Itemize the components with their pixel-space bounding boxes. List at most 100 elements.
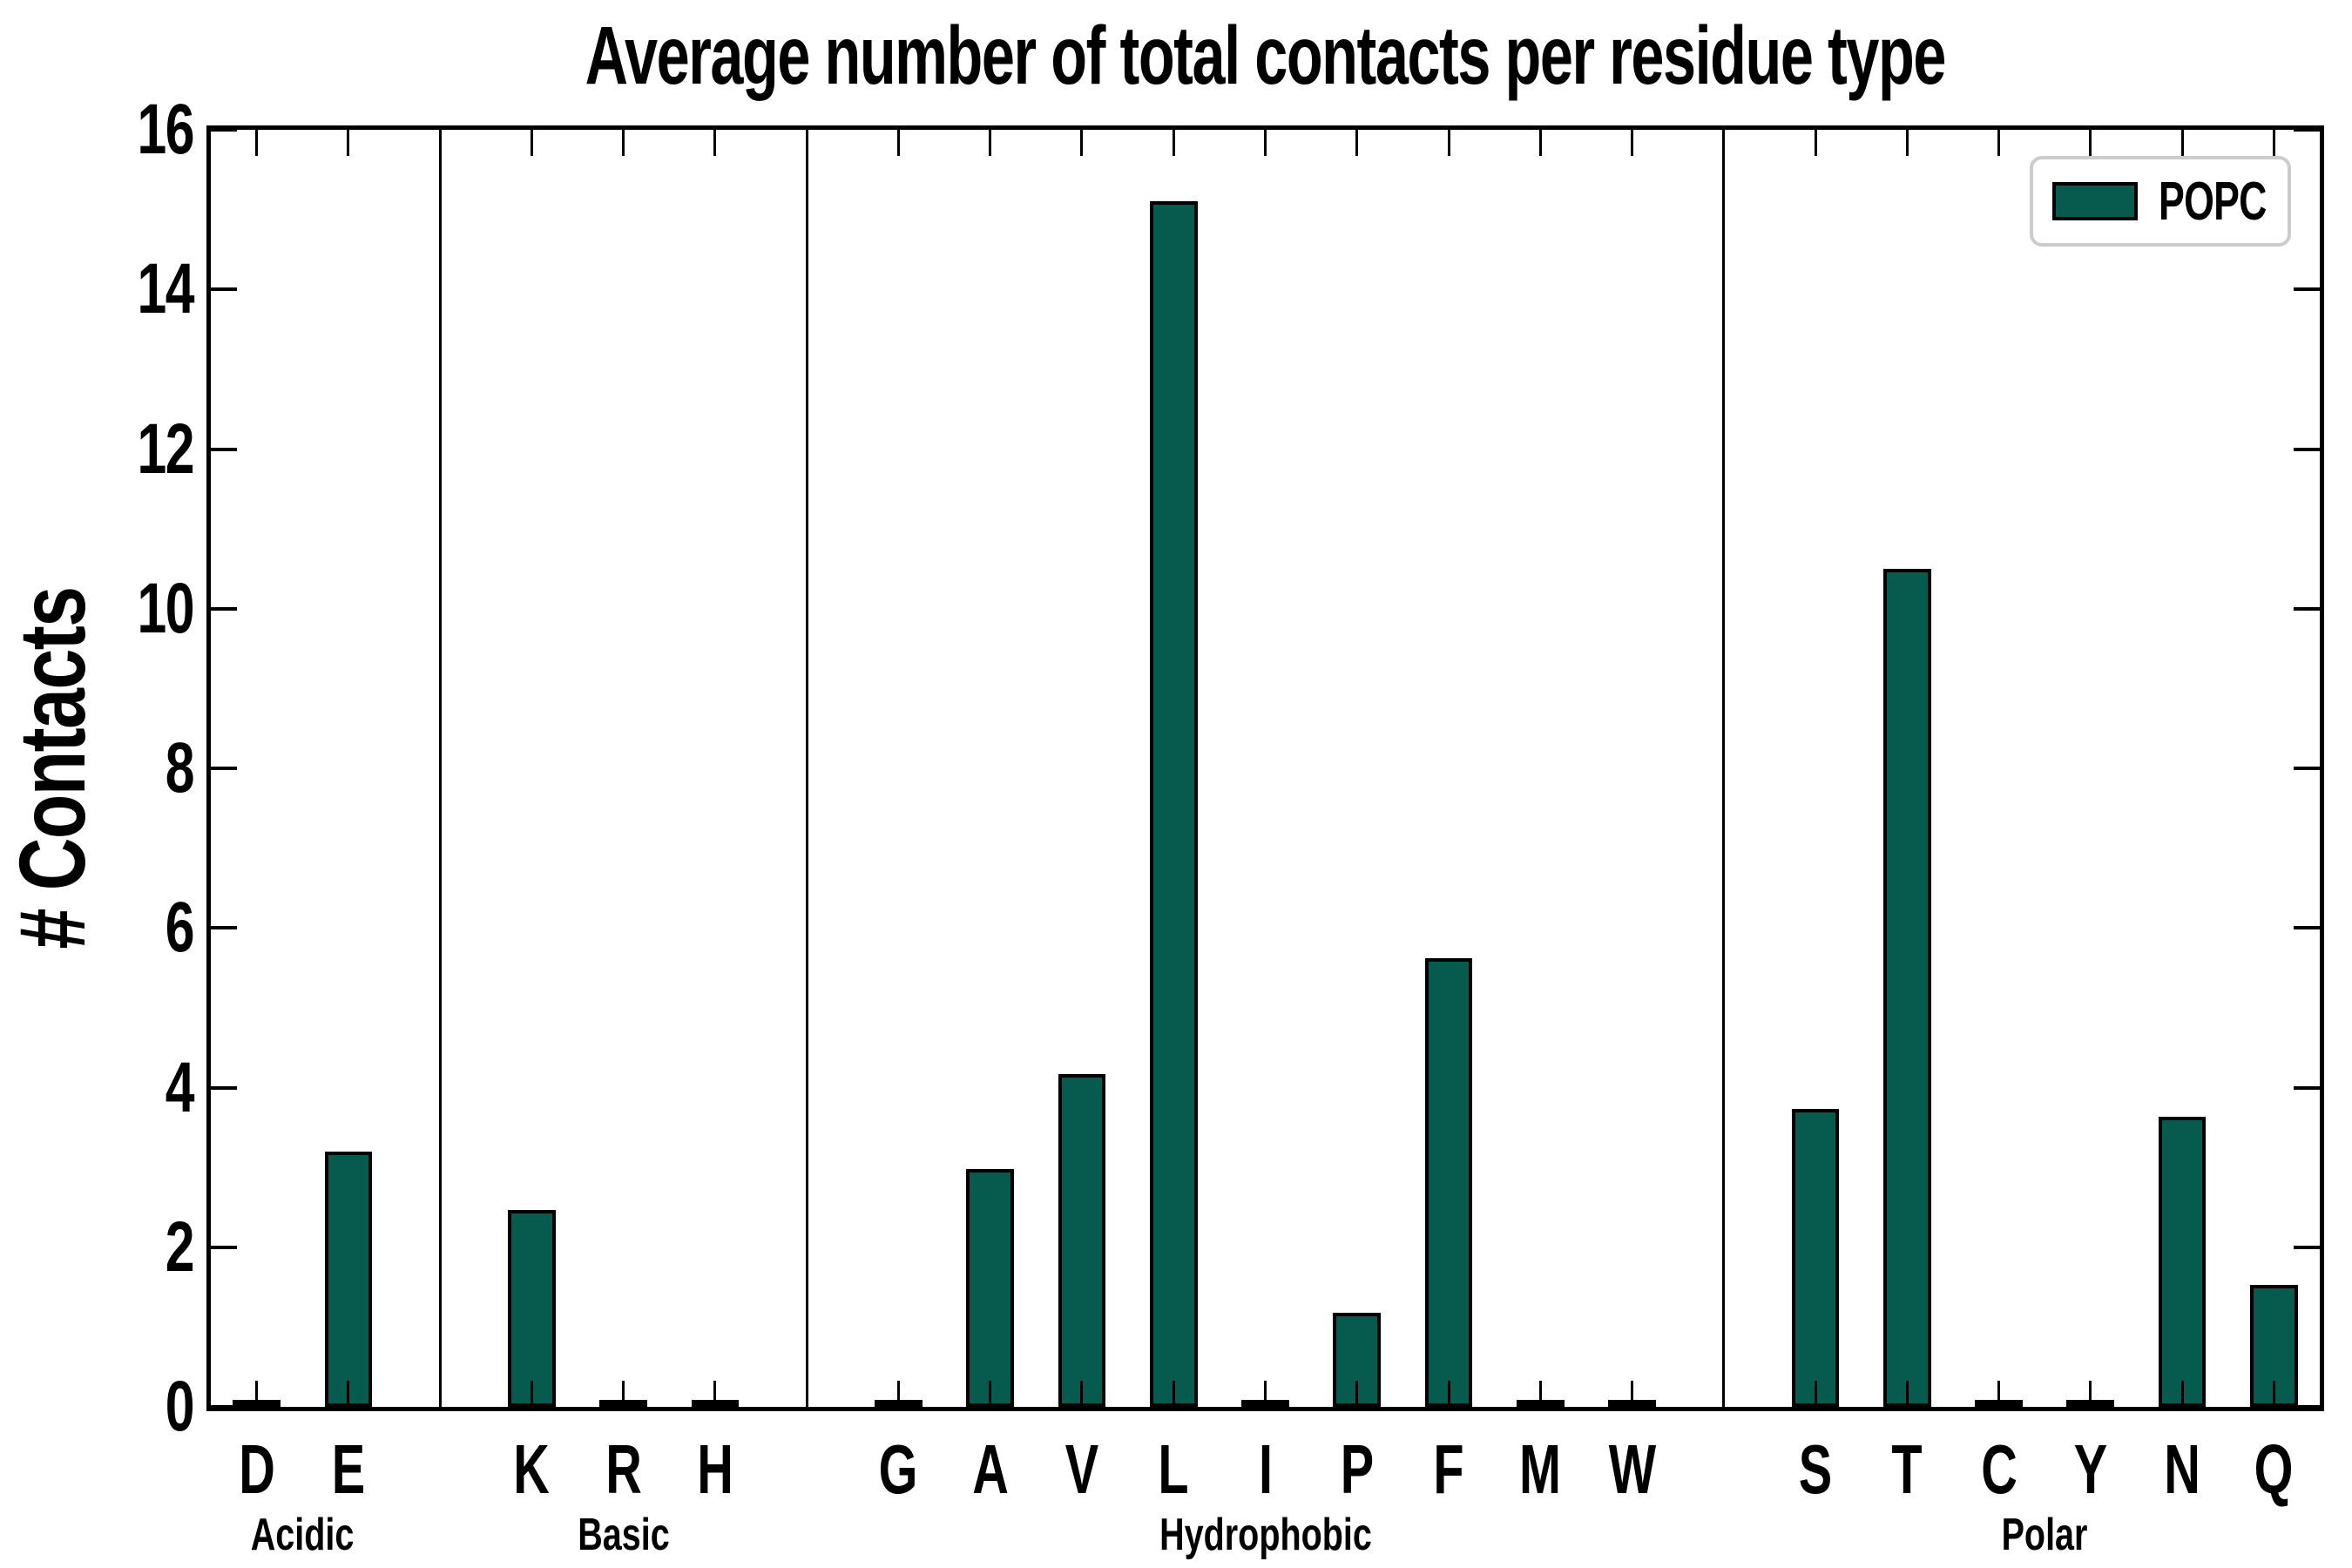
x-tick-bottom-V <box>1080 1381 1084 1407</box>
bar-T <box>1882 568 1931 1407</box>
x-tick-bottom-M <box>1538 1381 1542 1407</box>
legend-label-text: POPC <box>2159 171 2267 232</box>
x-tick-top-W <box>1631 130 1634 156</box>
legend-label: POPC <box>2138 171 2288 233</box>
bar-N <box>2158 1117 2207 1407</box>
bar-S <box>1791 1109 1840 1407</box>
x-tick-top-H <box>713 130 717 156</box>
x-tick-label-Y: Y <box>2073 1430 2108 1508</box>
x-tick-label-G: G <box>879 1430 918 1508</box>
y-tick-label-4: 4 <box>165 1047 195 1127</box>
group-label-hydrophobic: Hydrophobic <box>1159 1510 1372 1560</box>
plot-area: POPC <box>206 125 2324 1411</box>
x-tick-label-L: L <box>1158 1430 1189 1508</box>
x-tick-label-Q: Q <box>2254 1430 2294 1508</box>
y-tick-right-6 <box>2294 926 2320 930</box>
x-tick-bottom-W <box>1631 1381 1634 1407</box>
x-tick-label-E: E <box>331 1430 366 1508</box>
y-tick-label-0: 0 <box>165 1367 195 1446</box>
y-tick-label-10: 10 <box>137 568 194 648</box>
x-tick-top-Y <box>2089 130 2092 156</box>
x-tick-bottom-Y <box>2089 1381 2092 1407</box>
x-tick-top-G <box>896 130 900 156</box>
x-tick-bottom-T <box>1905 1381 1909 1407</box>
y-tick-label-12: 12 <box>137 409 194 489</box>
y-tick-left-14 <box>211 287 237 292</box>
x-tick-label-A: A <box>971 1430 1009 1508</box>
x-tick-label-D: D <box>238 1430 275 1508</box>
x-tick-bottom-I <box>1264 1381 1267 1407</box>
y-tick-right-16 <box>2294 128 2320 132</box>
x-tick-label-I: I <box>1258 1430 1273 1508</box>
y-tick-right-12 <box>2294 447 2320 451</box>
x-tick-label-W: W <box>1608 1430 1656 1508</box>
x-tick-top-M <box>1538 130 1542 156</box>
bar-K <box>508 1209 556 1407</box>
x-tick-label-N: N <box>2164 1430 2200 1508</box>
group-separator <box>1722 130 1726 1407</box>
group-label-polar: Polar <box>2001 1510 2088 1560</box>
x-tick-top-F <box>1447 130 1450 156</box>
x-tick-top-L <box>1172 130 1175 156</box>
x-tick-label-M: M <box>1519 1430 1562 1508</box>
x-tick-top-Q <box>2272 130 2275 156</box>
bar-L <box>1149 201 1198 1407</box>
x-tick-bottom-G <box>896 1381 900 1407</box>
x-tick-bottom-P <box>1355 1381 1359 1407</box>
y-tick-left-10 <box>211 606 237 611</box>
group-label-basic: Basic <box>577 1510 670 1560</box>
group-separator <box>438 130 442 1407</box>
x-tick-bottom-Q <box>2272 1381 2275 1407</box>
x-tick-top-A <box>989 130 992 156</box>
y-tick-right-8 <box>2294 767 2320 770</box>
x-tick-top-S <box>1814 130 1817 156</box>
x-tick-label-H: H <box>697 1430 733 1508</box>
x-tick-bottom-C <box>1997 1381 2001 1407</box>
y-tick-left-6 <box>211 926 237 930</box>
x-tick-label-P: P <box>1340 1430 1374 1508</box>
x-tick-top-R <box>622 130 625 156</box>
group-label-acidic: Acidic <box>250 1510 355 1560</box>
x-tick-top-V <box>1080 130 1084 156</box>
group-separator <box>805 130 808 1407</box>
y-tick-left-8 <box>211 767 237 770</box>
x-tick-top-D <box>255 130 259 156</box>
y-tick-right-0 <box>2294 1405 2320 1409</box>
x-tick-top-I <box>1264 130 1267 156</box>
x-tick-top-E <box>347 130 350 156</box>
y-tick-label-16: 16 <box>137 90 194 169</box>
chart-title-text: Average number of total contacts per res… <box>585 10 1947 102</box>
x-tick-bottom-S <box>1814 1381 1817 1407</box>
legend: POPC <box>2030 156 2291 247</box>
bar-F <box>1424 958 1473 1407</box>
y-tick-label-6: 6 <box>165 888 195 968</box>
bar-E <box>324 1151 373 1407</box>
x-tick-bottom-L <box>1172 1381 1175 1407</box>
x-tick-label-R: R <box>605 1430 642 1508</box>
x-tick-label-S: S <box>1798 1430 1833 1508</box>
y-tick-left-2 <box>211 1245 237 1249</box>
y-tick-label-14: 14 <box>137 249 194 329</box>
x-tick-top-N <box>2180 130 2184 156</box>
x-tick-top-C <box>1997 130 2001 156</box>
y-tick-left-0 <box>211 1405 237 1409</box>
x-tick-bottom-E <box>347 1381 350 1407</box>
bar-A <box>966 1168 1015 1407</box>
y-tick-right-4 <box>2294 1085 2320 1090</box>
y-tick-right-14 <box>2294 287 2320 292</box>
x-tick-label-K: K <box>513 1430 551 1508</box>
y-tick-left-12 <box>211 447 237 451</box>
x-tick-label-F: F <box>1433 1430 1464 1508</box>
x-tick-top-P <box>1355 130 1359 156</box>
x-tick-bottom-F <box>1447 1381 1450 1407</box>
x-tick-bottom-A <box>989 1381 992 1407</box>
chart-title: Average number of total contacts per res… <box>206 12 2324 99</box>
x-tick-top-K <box>530 130 533 156</box>
y-tick-left-4 <box>211 1085 237 1090</box>
x-tick-label-V: V <box>1064 1430 1099 1508</box>
x-tick-bottom-N <box>2180 1381 2184 1407</box>
x-tick-bottom-K <box>530 1381 533 1407</box>
y-tick-label-2: 2 <box>165 1206 195 1287</box>
y-tick-left-16 <box>211 128 237 132</box>
